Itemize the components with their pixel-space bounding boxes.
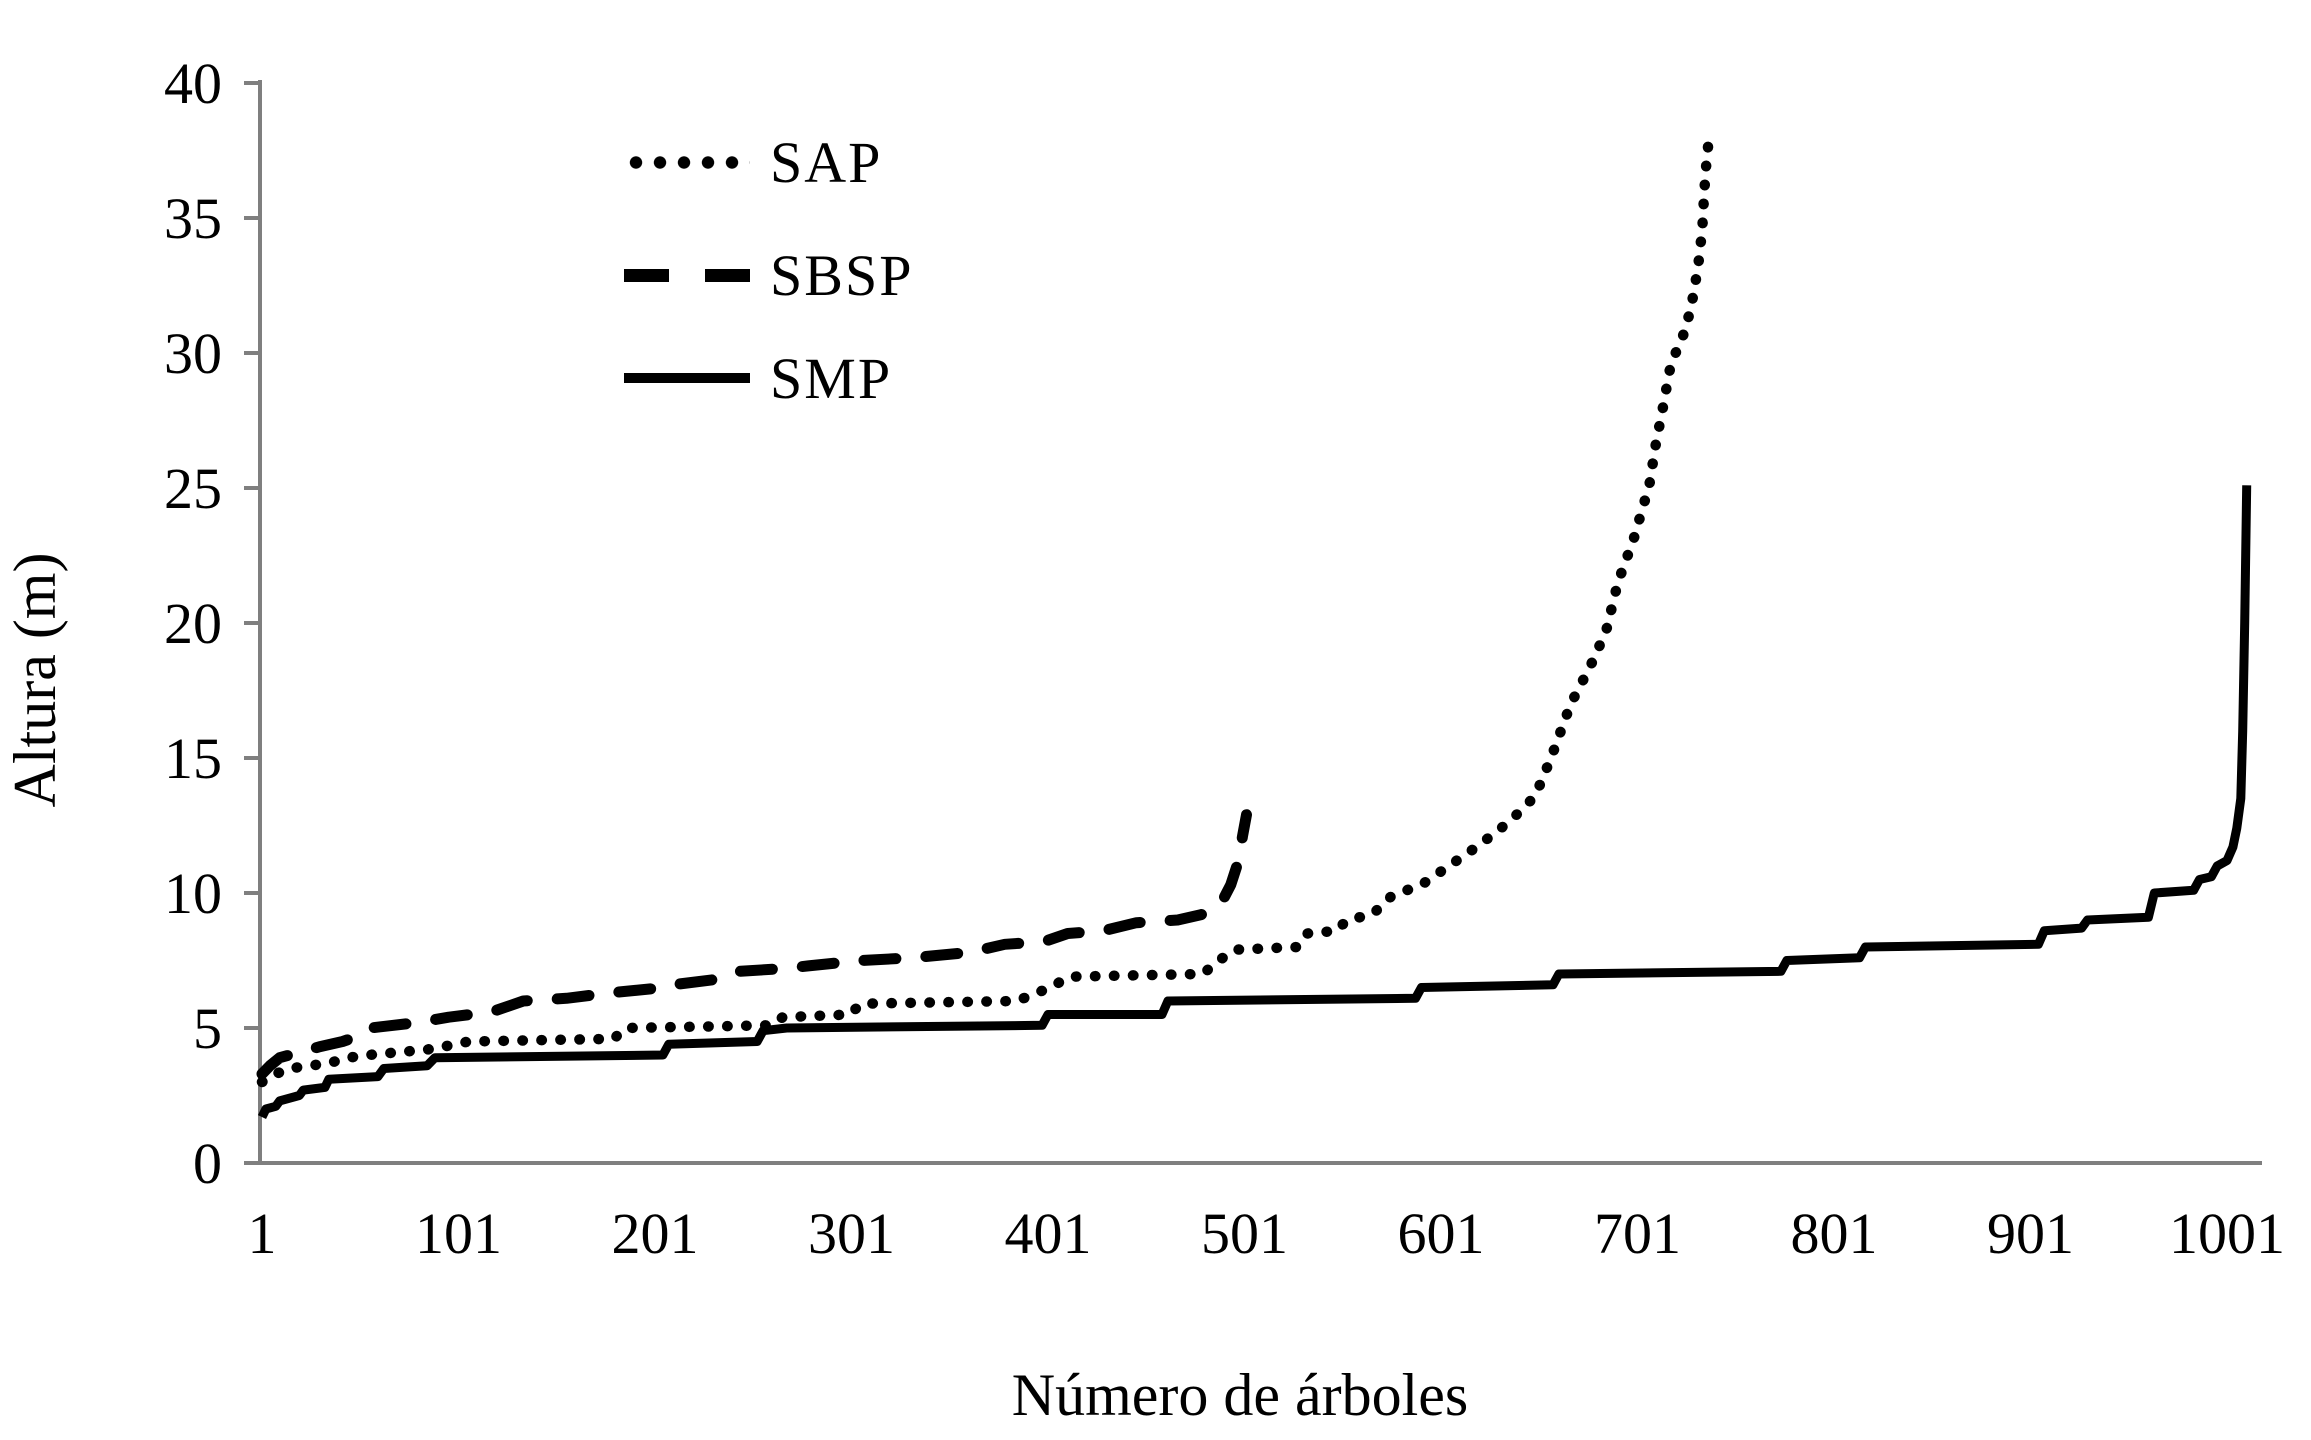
series-line-sap bbox=[256, 139, 1714, 1088]
y-tick-label-30: 30 bbox=[164, 321, 222, 386]
series-line-sbsp bbox=[256, 809, 1252, 1080]
x-tick-label-901: 901 bbox=[1987, 1201, 2074, 1266]
y-tick-label-10: 10 bbox=[164, 861, 222, 926]
x-tick-label-401: 401 bbox=[1005, 1201, 1092, 1266]
x-tick-label-801: 801 bbox=[1791, 1201, 1878, 1266]
smp-solid-line-sample-icon bbox=[624, 373, 750, 383]
legend-label-sap: SAP bbox=[770, 129, 883, 195]
x-tick-label-301: 301 bbox=[808, 1201, 895, 1266]
x-tick-label-601: 601 bbox=[1398, 1201, 1485, 1266]
x-tick-label-701: 701 bbox=[1594, 1201, 1681, 1266]
series-line-smp bbox=[257, 485, 2252, 1120]
legend-label-smp: SMP bbox=[770, 345, 893, 411]
sap-dotted-line-sample-icon bbox=[624, 155, 750, 169]
y-tick-label-40: 40 bbox=[164, 51, 222, 116]
x-axis-title: Número de árboles bbox=[1012, 1362, 1469, 1428]
y-tick-label-25: 25 bbox=[164, 456, 222, 521]
sbsp-dashed-line-sample-icon bbox=[624, 268, 750, 282]
legend-item-sap: SAP bbox=[624, 129, 883, 195]
y-tick-label-20: 20 bbox=[164, 591, 222, 656]
legend-item-smp: SMP bbox=[624, 345, 893, 411]
x-tick-label-1: 1 bbox=[248, 1201, 277, 1266]
x-tick-label-501: 501 bbox=[1201, 1201, 1288, 1266]
y-tick-label-5: 5 bbox=[193, 996, 222, 1061]
y-axis-title: Altura (m) bbox=[2, 553, 68, 808]
legend-label-sbsp: SBSP bbox=[770, 242, 914, 308]
x-tick-label-101: 101 bbox=[415, 1201, 502, 1266]
legend-item-sbsp: SBSP bbox=[624, 242, 914, 308]
x-tick-label-201: 201 bbox=[612, 1201, 699, 1266]
y-tick-label-35: 35 bbox=[164, 186, 222, 251]
y-tick-label-15: 15 bbox=[164, 726, 222, 791]
y-tick-label-0: 0 bbox=[193, 1131, 222, 1196]
x-tick-label-1001: 1001 bbox=[2169, 1201, 2285, 1266]
